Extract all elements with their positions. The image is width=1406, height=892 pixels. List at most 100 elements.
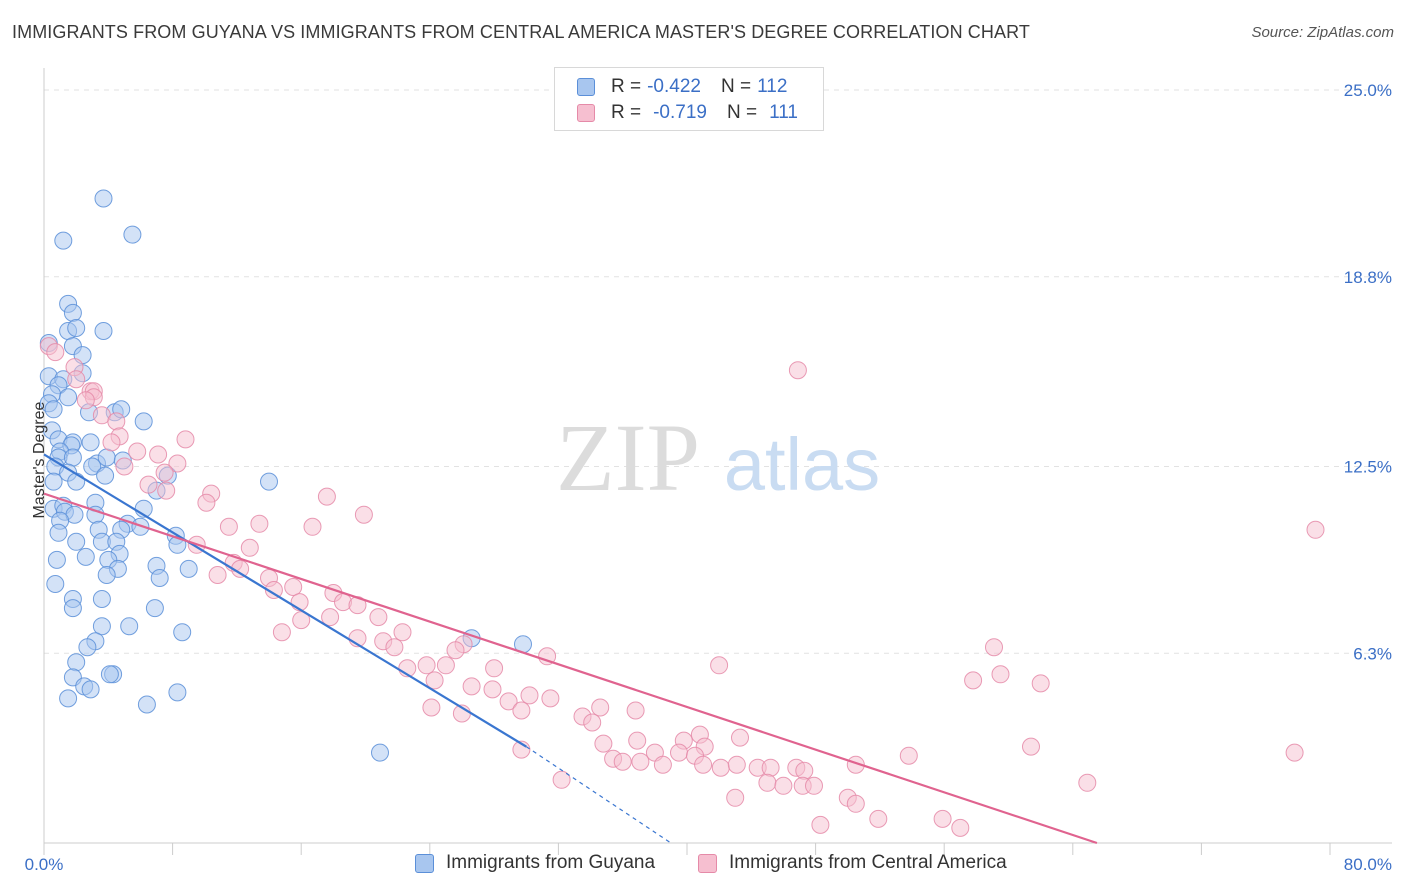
x-tick-label: 0.0%	[25, 855, 64, 874]
data-points	[39, 189, 1325, 837]
watermark-zip: ZIP	[556, 404, 700, 511]
bottom-legend-central-america: Immigrants from Central America	[698, 852, 1007, 874]
point-guyana	[67, 472, 86, 491]
point-guyana	[123, 225, 142, 244]
x-tick-label: 80.0%	[1344, 855, 1392, 874]
point-guyana	[59, 388, 78, 407]
point-central-america	[219, 517, 238, 536]
point-guyana	[97, 448, 116, 467]
point-central-america	[899, 746, 918, 765]
point-central-america	[869, 809, 888, 828]
point-central-america	[985, 638, 1003, 657]
point-central-america	[499, 692, 518, 711]
trend-line-guyana	[43, 453, 527, 748]
bottom-legend-swatch-blue	[415, 853, 434, 873]
point-central-america	[264, 581, 283, 599]
point-guyana	[134, 412, 153, 431]
point-central-america	[422, 698, 441, 717]
point-central-america	[284, 578, 303, 596]
point-central-america	[951, 818, 970, 837]
trend-lines	[43, 453, 1098, 845]
point-central-america	[653, 755, 672, 774]
point-central-america	[155, 463, 174, 482]
point-guyana	[44, 472, 63, 491]
point-guyana	[260, 472, 278, 491]
point-central-america	[139, 475, 158, 494]
point-central-america	[512, 701, 531, 720]
bottom-legend-label: Immigrants from Guyana	[446, 852, 656, 873]
point-central-america	[727, 755, 746, 774]
tick-labels: 6.3% 12.5% 18.8% 25.0% 0.0% 80.0%	[25, 81, 1392, 874]
point-guyana	[63, 303, 82, 322]
point-central-america	[321, 608, 340, 627]
point-central-america	[385, 638, 404, 657]
legend-r-value: -0.719	[653, 102, 707, 123]
legend-swatch-blue	[577, 78, 595, 96]
point-central-america	[774, 776, 793, 795]
point-central-america	[933, 809, 952, 828]
point-central-america	[846, 794, 865, 813]
point-guyana	[137, 695, 156, 714]
point-central-america	[520, 686, 539, 705]
gridlines	[44, 89, 1392, 654]
point-central-america	[446, 641, 465, 660]
point-guyana	[173, 623, 192, 642]
point-guyana	[54, 231, 73, 250]
point-central-america	[805, 776, 823, 795]
point-central-america	[115, 457, 134, 476]
legend-n-value: 112	[757, 76, 788, 97]
point-central-america	[483, 680, 502, 699]
y-tick-label: 6.3%	[1353, 644, 1392, 663]
point-central-america	[1306, 520, 1325, 539]
y-tick-label: 12.5%	[1344, 458, 1392, 477]
point-central-america	[157, 481, 176, 500]
point-central-america	[240, 538, 259, 557]
point-central-america	[726, 788, 745, 807]
point-central-america	[334, 593, 352, 612]
chart-title: IMMIGRANTS FROM GUYANA VS IMMIGRANTS FRO…	[12, 22, 1030, 42]
point-guyana	[67, 319, 86, 337]
point-guyana	[83, 457, 102, 476]
y-tick-label: 25.0%	[1344, 81, 1392, 100]
point-guyana	[168, 683, 187, 702]
point-central-america	[710, 656, 729, 675]
point-guyana	[179, 559, 198, 578]
legend-swatch-pink	[577, 104, 595, 122]
point-guyana	[49, 523, 68, 542]
point-central-america	[393, 623, 412, 642]
point-guyana	[47, 550, 66, 569]
point-central-america	[46, 343, 65, 362]
point-guyana	[78, 638, 97, 657]
y-tick-label: 18.8%	[1344, 268, 1392, 287]
point-central-america	[694, 755, 713, 774]
point-guyana	[63, 599, 82, 618]
point-central-america	[128, 442, 147, 461]
point-guyana	[145, 599, 164, 618]
point-central-america	[67, 370, 86, 389]
point-central-america	[670, 743, 688, 762]
point-guyana	[76, 547, 95, 566]
point-guyana	[92, 590, 111, 608]
point-guyana	[100, 665, 119, 684]
point-guyana	[46, 575, 65, 593]
point-central-america	[613, 752, 632, 771]
legend-r-label: R =	[611, 102, 642, 123]
point-guyana	[67, 532, 86, 551]
point-guyana	[63, 448, 82, 467]
point-central-america	[758, 773, 777, 792]
point-central-america	[317, 487, 336, 506]
y-axis-label: Master's Degree	[31, 401, 48, 519]
point-central-america	[795, 761, 814, 780]
point-guyana	[81, 433, 100, 452]
point-central-america	[991, 665, 1010, 684]
bottom-legend-guyana: Immigrants from Guyana	[415, 852, 655, 874]
point-central-america	[417, 656, 436, 675]
point-central-america	[1285, 743, 1304, 762]
point-central-america	[1078, 773, 1097, 792]
point-central-america	[541, 689, 560, 708]
point-central-america	[250, 514, 269, 533]
point-central-america	[462, 677, 481, 696]
point-central-america	[208, 566, 227, 584]
source-label: Source: ZipAtlas.com	[1251, 24, 1394, 41]
